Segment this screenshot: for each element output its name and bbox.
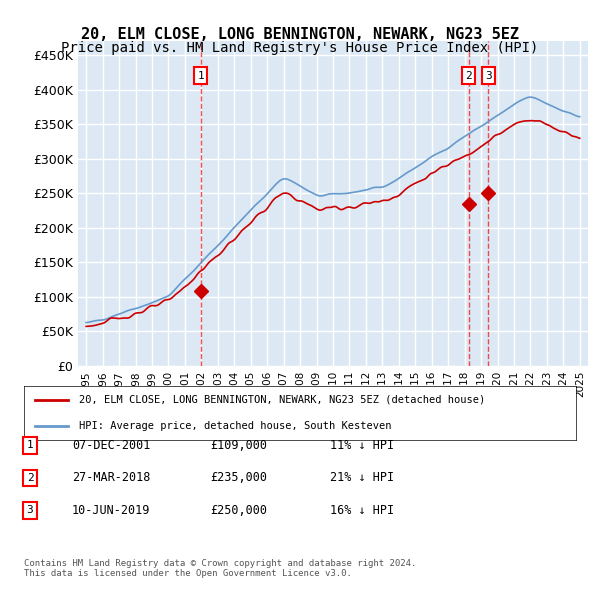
Text: Price paid vs. HM Land Registry's House Price Index (HPI): Price paid vs. HM Land Registry's House … [61, 41, 539, 55]
Text: 3: 3 [26, 506, 34, 515]
Text: HPI: Average price, detached house, South Kesteven: HPI: Average price, detached house, Sout… [79, 421, 392, 431]
Text: 20, ELM CLOSE, LONG BENNINGTON, NEWARK, NG23 5EZ (detached house): 20, ELM CLOSE, LONG BENNINGTON, NEWARK, … [79, 395, 485, 405]
Text: 07-DEC-2001: 07-DEC-2001 [72, 439, 151, 452]
Text: 16% ↓ HPI: 16% ↓ HPI [330, 504, 394, 517]
Text: 1: 1 [26, 441, 34, 450]
Text: 11% ↓ HPI: 11% ↓ HPI [330, 439, 394, 452]
Text: 10-JUN-2019: 10-JUN-2019 [72, 504, 151, 517]
Text: Contains HM Land Registry data © Crown copyright and database right 2024.
This d: Contains HM Land Registry data © Crown c… [24, 559, 416, 578]
Text: 1: 1 [197, 71, 204, 81]
Text: 2: 2 [26, 473, 34, 483]
Text: £109,000: £109,000 [210, 439, 267, 452]
Text: 21% ↓ HPI: 21% ↓ HPI [330, 471, 394, 484]
Text: £235,000: £235,000 [210, 471, 267, 484]
Text: £250,000: £250,000 [210, 504, 267, 517]
Text: 27-MAR-2018: 27-MAR-2018 [72, 471, 151, 484]
Text: 2: 2 [465, 71, 472, 81]
Text: 3: 3 [485, 71, 492, 81]
Text: 20, ELM CLOSE, LONG BENNINGTON, NEWARK, NG23 5EZ: 20, ELM CLOSE, LONG BENNINGTON, NEWARK, … [81, 27, 519, 41]
